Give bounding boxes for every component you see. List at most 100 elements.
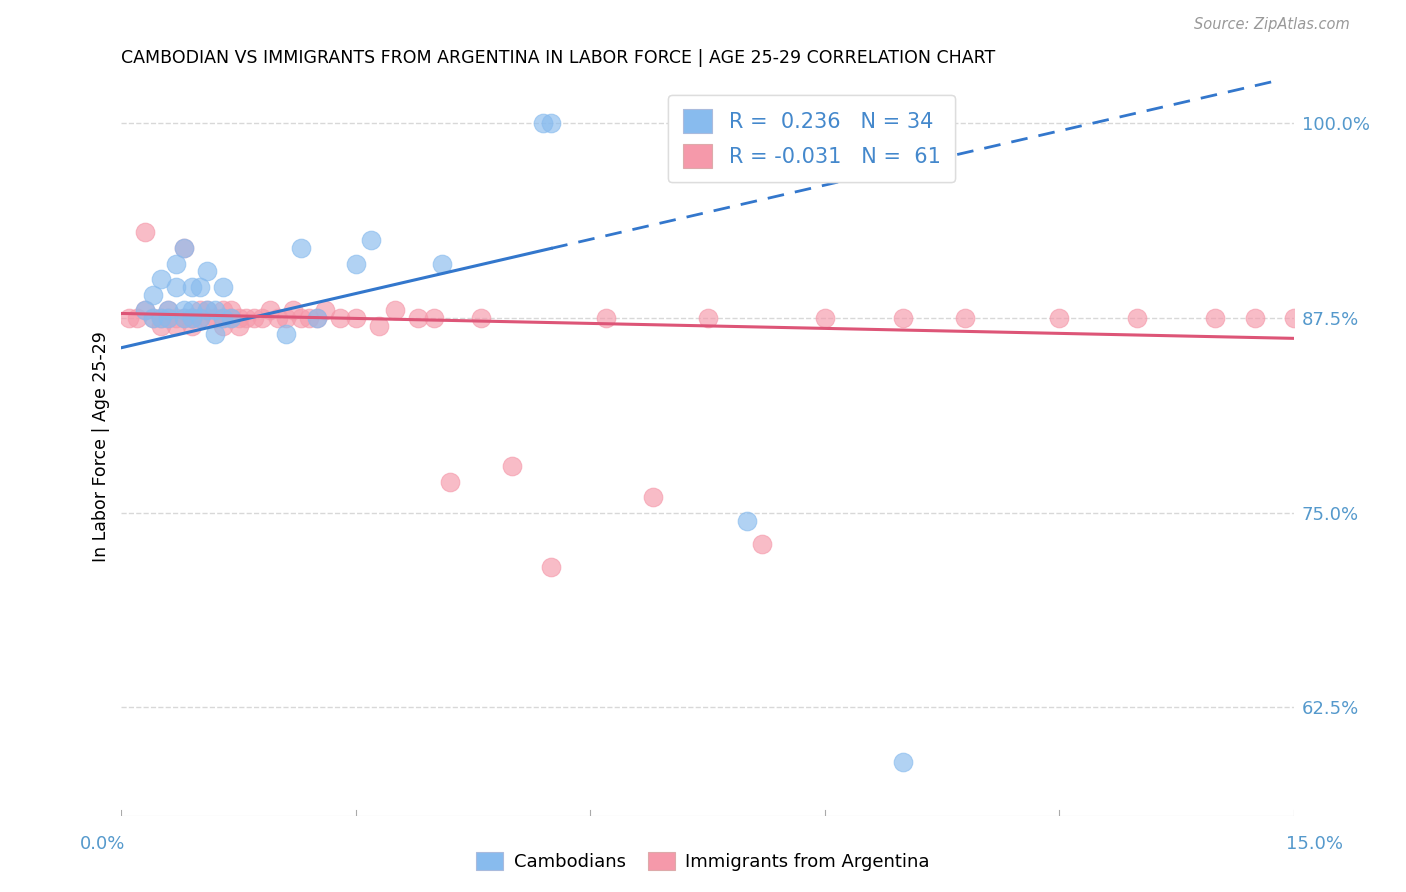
Point xyxy=(219,311,242,326)
Point xyxy=(274,326,297,341)
Point xyxy=(173,241,195,255)
Point xyxy=(1282,311,1305,326)
Point xyxy=(149,311,172,326)
Point xyxy=(274,311,297,326)
Point xyxy=(118,311,141,326)
Text: CAMBODIAN VS IMMIGRANTS FROM ARGENTINA IN LABOR FORCE | AGE 25-29 CORRELATION CH: CAMBODIAN VS IMMIGRANTS FROM ARGENTINA I… xyxy=(121,49,995,67)
Point xyxy=(204,303,226,318)
Point xyxy=(142,311,165,326)
Point xyxy=(149,311,172,326)
Point xyxy=(696,311,718,326)
Point xyxy=(283,303,305,318)
Point xyxy=(955,311,977,326)
Point xyxy=(814,311,837,326)
Point xyxy=(1204,311,1226,326)
Point xyxy=(360,233,382,247)
Point xyxy=(540,560,562,574)
Point xyxy=(188,311,211,326)
Point xyxy=(290,241,312,255)
Text: Source: ZipAtlas.com: Source: ZipAtlas.com xyxy=(1194,18,1350,32)
Point xyxy=(228,311,250,326)
Point xyxy=(344,257,367,271)
Point xyxy=(219,311,242,326)
Point xyxy=(165,257,187,271)
Point xyxy=(134,303,156,318)
Point xyxy=(173,303,195,318)
Point xyxy=(298,311,321,326)
Point xyxy=(314,303,336,318)
Point xyxy=(641,490,664,504)
Point xyxy=(180,311,202,326)
Point xyxy=(430,257,453,271)
Point xyxy=(188,280,211,294)
Point xyxy=(344,311,367,326)
Point xyxy=(142,287,165,301)
Point xyxy=(180,318,202,333)
Point xyxy=(165,311,187,326)
Point xyxy=(197,303,219,318)
Point xyxy=(267,311,290,326)
Point xyxy=(228,318,250,333)
Point xyxy=(219,303,242,318)
Point xyxy=(212,311,235,326)
Legend: R =  0.236   N = 34, R = -0.031   N =  61: R = 0.236 N = 34, R = -0.031 N = 61 xyxy=(668,95,955,182)
Point xyxy=(305,311,328,326)
Point xyxy=(891,311,914,326)
Point xyxy=(125,311,148,326)
Y-axis label: In Labor Force | Age 25-29: In Labor Force | Age 25-29 xyxy=(93,331,110,562)
Point xyxy=(212,303,235,318)
Point xyxy=(595,311,617,326)
Point xyxy=(259,303,281,318)
Point xyxy=(173,311,195,326)
Point xyxy=(212,311,235,326)
Point xyxy=(235,311,257,326)
Point xyxy=(212,318,235,333)
Point xyxy=(1243,311,1265,326)
Point xyxy=(204,326,226,341)
Point xyxy=(439,475,461,489)
Point xyxy=(329,311,352,326)
Point xyxy=(157,303,180,318)
Point xyxy=(751,537,773,551)
Point xyxy=(165,280,187,294)
Text: 0.0%: 0.0% xyxy=(80,835,125,853)
Point xyxy=(212,280,235,294)
Point xyxy=(384,303,406,318)
Point xyxy=(134,226,156,240)
Point xyxy=(197,303,219,318)
Point xyxy=(735,514,758,528)
Point xyxy=(142,311,165,326)
Point xyxy=(180,280,202,294)
Point xyxy=(157,311,180,326)
Point xyxy=(368,318,391,333)
Text: 15.0%: 15.0% xyxy=(1286,835,1343,853)
Point xyxy=(470,311,492,326)
Point xyxy=(157,311,180,326)
Point xyxy=(204,311,226,326)
Point xyxy=(540,116,562,130)
Point xyxy=(180,303,202,318)
Legend: Cambodians, Immigrants from Argentina: Cambodians, Immigrants from Argentina xyxy=(468,845,938,879)
Point xyxy=(197,264,219,278)
Point xyxy=(408,311,430,326)
Point xyxy=(243,311,266,326)
Point xyxy=(1047,311,1070,326)
Point xyxy=(149,272,172,286)
Point xyxy=(157,303,180,318)
Point xyxy=(197,311,219,326)
Point xyxy=(180,311,202,326)
Point xyxy=(1126,311,1149,326)
Point xyxy=(134,303,156,318)
Point xyxy=(531,116,554,130)
Point xyxy=(250,311,273,326)
Point xyxy=(188,303,211,318)
Point xyxy=(188,311,211,326)
Point xyxy=(180,311,202,326)
Point xyxy=(173,241,195,255)
Point xyxy=(290,311,312,326)
Point xyxy=(149,318,172,333)
Point xyxy=(501,458,523,473)
Point xyxy=(891,755,914,769)
Point xyxy=(423,311,446,326)
Point xyxy=(173,311,195,326)
